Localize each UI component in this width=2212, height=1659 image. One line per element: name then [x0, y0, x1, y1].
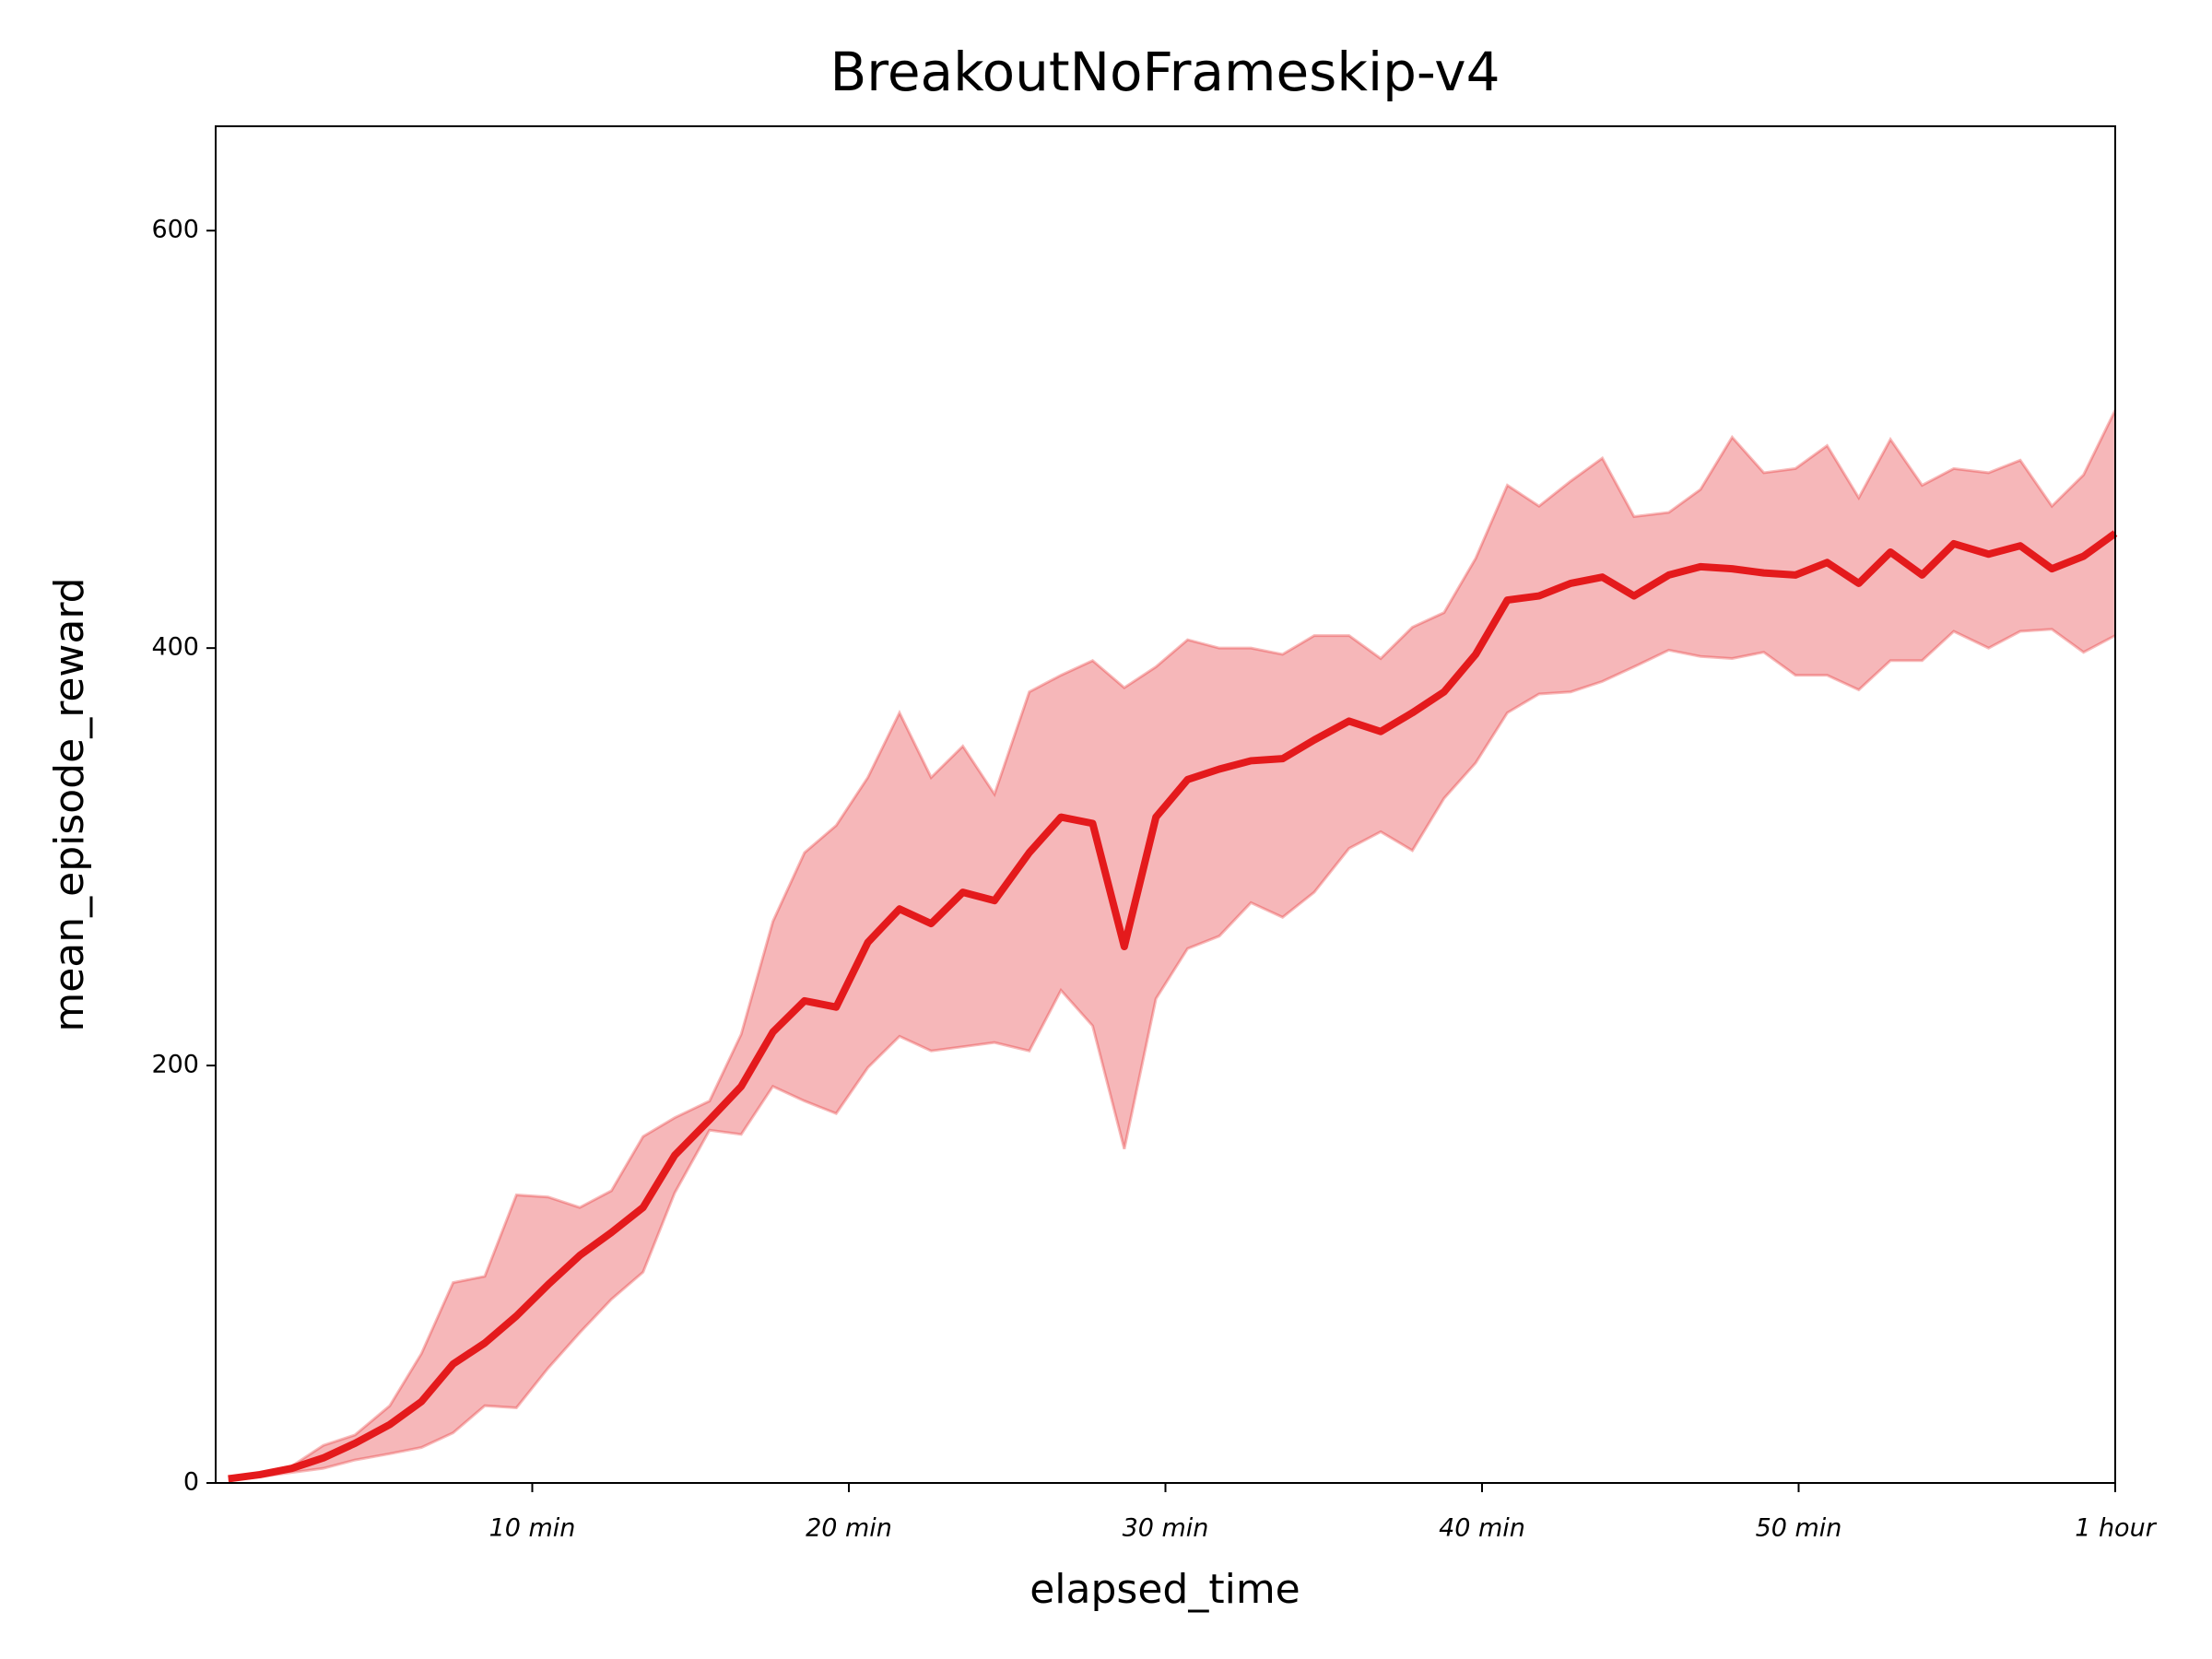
x-tick-label: 1 hour [2075, 1514, 2158, 1543]
chart-title: BreakoutNoFrameskip-v4 [830, 41, 1500, 103]
x-tick-label: 50 min [1756, 1514, 1842, 1543]
y-tick-label: 600 [151, 216, 199, 244]
y-tick-label: 200 [151, 1051, 199, 1079]
band-fill [228, 409, 2116, 1481]
x-tick-label: 30 min [1123, 1514, 1209, 1543]
x-axis-label: elapsed_time [1030, 1566, 1300, 1613]
x-tick-label: 10 min [489, 1514, 576, 1543]
y-tick-label: 400 [151, 633, 199, 662]
band-edge [228, 409, 2117, 1480]
y-tick-label: 0 [183, 1468, 199, 1497]
x-tick-label: 20 min [806, 1514, 892, 1543]
x-tick-label: 40 min [1439, 1514, 1525, 1543]
mean-line [228, 530, 2118, 1483]
y-axis-label: mean_episode_reward [46, 577, 93, 1031]
band-edge [228, 628, 2116, 1483]
